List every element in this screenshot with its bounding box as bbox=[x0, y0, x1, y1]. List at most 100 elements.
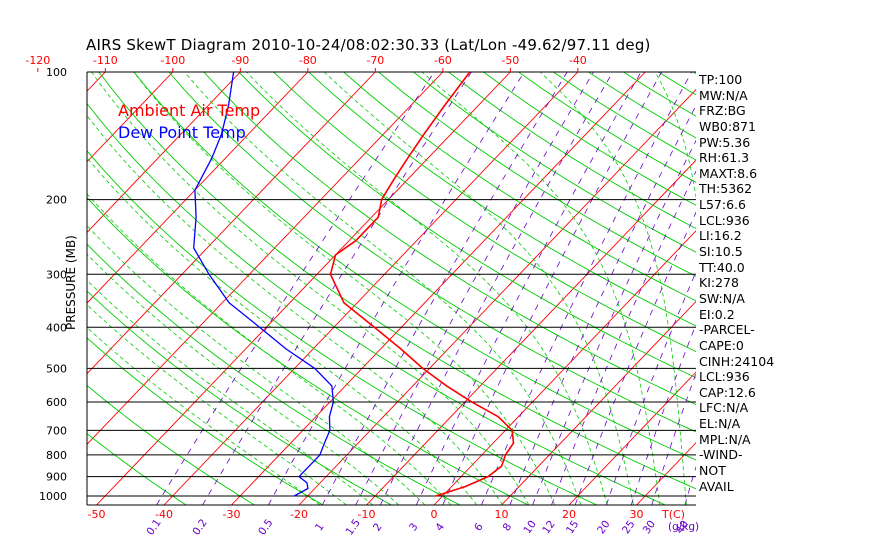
y-axis-label: PRESSURE (MB) bbox=[64, 235, 78, 330]
moist-adiabat-line bbox=[539, 72, 687, 505]
mixing-ratio-label: 2 bbox=[371, 521, 385, 533]
pressure-tick-label: 900 bbox=[46, 471, 67, 484]
dry-adiabat-line bbox=[168, 72, 696, 433]
dry-adiabat-line bbox=[87, 150, 597, 505]
pressure-tick-label: 400 bbox=[46, 321, 67, 334]
dry-adiabat-line bbox=[413, 72, 696, 253]
index-item: MW:N/A bbox=[699, 87, 748, 103]
mixing-ratio-line bbox=[321, 72, 568, 505]
bottom-axis-tick-label: 0 bbox=[431, 508, 438, 521]
pressure-tick-label: 300 bbox=[46, 268, 67, 281]
mixing-ratio-label: 4 bbox=[433, 521, 447, 534]
isotherm-line bbox=[163, 72, 579, 505]
bottom-axis-tick-label: -30 bbox=[223, 508, 241, 521]
index-item: EL:N/A bbox=[699, 416, 741, 432]
pressure-tick-label: 700 bbox=[46, 424, 67, 437]
moist-adiabat-line bbox=[87, 253, 400, 505]
isotherm-line bbox=[839, 72, 870, 505]
mixing-ratio-label: 12 bbox=[540, 518, 558, 536]
index-item: LFC:N/A bbox=[699, 400, 749, 416]
bottom-axis-unit: T(C) bbox=[661, 508, 685, 521]
mixing-ratio-label: 30 bbox=[641, 518, 659, 536]
mixing-ratio-label: 20 bbox=[595, 518, 613, 536]
index-item: -PARCEL- bbox=[699, 322, 755, 338]
pressure-tick-label: 600 bbox=[46, 396, 67, 409]
dry-adiabat-line bbox=[238, 72, 696, 379]
mixing-ratio-label: 15 bbox=[564, 518, 582, 536]
mixing-ratio-label: 1 bbox=[313, 521, 327, 533]
bottom-axis-tick-label: -10 bbox=[358, 508, 376, 521]
bottom-axis-tick-label: 30 bbox=[630, 508, 644, 521]
top-axis-tick-label: -60 bbox=[434, 54, 452, 67]
isotherm-line bbox=[231, 72, 646, 505]
index-item: CINH:24104 bbox=[699, 353, 775, 369]
mixing-ratio-unit: (g/kg) bbox=[668, 521, 699, 533]
mixing-ratio-label: 10 bbox=[521, 518, 539, 536]
isotherm-line bbox=[87, 72, 444, 445]
index-item: MAXT:8.6 bbox=[699, 165, 758, 181]
index-item: FRZ:BG bbox=[699, 103, 746, 119]
pressure-tick-label: 200 bbox=[46, 194, 67, 207]
index-item: SI:10.5 bbox=[699, 244, 743, 260]
moist-adiabat-line bbox=[87, 193, 452, 505]
dry-adiabat-line bbox=[343, 72, 696, 302]
dry-adiabat-line bbox=[273, 72, 696, 353]
isotherm-line bbox=[87, 72, 106, 92]
mixing-ratio-line bbox=[156, 72, 435, 505]
bottom-axis-tick-label: -50 bbox=[88, 508, 106, 521]
bottom-axis-tick-label: -40 bbox=[155, 508, 173, 521]
mixing-ratio-line bbox=[415, 72, 642, 505]
index-item: TP:100 bbox=[699, 72, 743, 87]
isotherm-line bbox=[87, 72, 376, 375]
top-axis-tick-label: -110 bbox=[93, 54, 118, 67]
pressure-tick-label: 100 bbox=[46, 66, 67, 79]
index-item: CAP:12.6 bbox=[699, 384, 756, 400]
dry-adiabat-line bbox=[87, 290, 392, 505]
mixing-ratio-line bbox=[355, 72, 594, 505]
mixing-ratio-label: 0.2 bbox=[190, 517, 209, 538]
top-axis-tick-label: -50 bbox=[501, 54, 519, 67]
bottom-axis-tick-label: 10 bbox=[495, 508, 509, 521]
mixing-ratio-label: 3 bbox=[407, 521, 421, 533]
index-item: SW:N/A bbox=[699, 290, 745, 306]
chart-title: AIRS SkewT Diagram 2010-10-24/08:02:30.3… bbox=[86, 36, 651, 54]
top-axis-tick-label: -90 bbox=[231, 54, 249, 67]
index-item: KI:278 bbox=[699, 275, 739, 291]
isotherm-line bbox=[501, 300, 696, 505]
index-item: NOT bbox=[699, 463, 726, 479]
pressure-tick-label: 1000 bbox=[39, 490, 67, 503]
mixing-ratio-label: 25 bbox=[620, 518, 638, 536]
moist-adiabat-line bbox=[87, 225, 426, 505]
index-item: PW:5.36 bbox=[699, 134, 751, 150]
isotherm-line bbox=[87, 72, 174, 163]
mixing-ratio-line bbox=[574, 211, 696, 505]
moist-adiabat-line bbox=[133, 72, 556, 505]
legend-ambient-air-temp: Ambient Air Temp bbox=[118, 101, 261, 120]
mixing-ratio-line bbox=[551, 170, 696, 505]
moist-adiabat-line bbox=[87, 157, 478, 505]
moist-adiabat-line bbox=[91, 72, 530, 505]
dry-adiabat-line bbox=[87, 337, 324, 505]
dry-adiabat-line bbox=[378, 72, 696, 277]
pressure-tick-label: 500 bbox=[46, 362, 67, 375]
dew-point-temp-line bbox=[193, 72, 335, 497]
index-item: LCL:936 bbox=[699, 212, 750, 228]
moist-adiabat-line bbox=[421, 72, 661, 505]
index-item: -WIND- bbox=[699, 447, 743, 463]
moist-adiabat-line bbox=[87, 115, 504, 505]
isotherm-line bbox=[87, 72, 241, 234]
isotherm-line bbox=[433, 230, 696, 505]
index-item: LI:16.2 bbox=[699, 228, 742, 244]
index-item: L57:6.6 bbox=[699, 197, 746, 213]
mixing-ratio-line bbox=[532, 139, 696, 505]
isotherm-line bbox=[568, 371, 696, 505]
index-item: WB0:871 bbox=[699, 118, 756, 134]
top-axis-tick-label: -80 bbox=[299, 54, 317, 67]
index-item: AVAIL bbox=[699, 478, 734, 494]
moist-adiabat-line bbox=[87, 327, 321, 505]
index-item: MPL:N/A bbox=[699, 431, 751, 447]
mixing-ratio-line bbox=[379, 72, 614, 505]
moist-adiabat-line bbox=[323, 72, 634, 505]
dry-adiabat-line bbox=[87, 196, 529, 505]
bottom-axis-tick-label: 20 bbox=[562, 508, 576, 521]
